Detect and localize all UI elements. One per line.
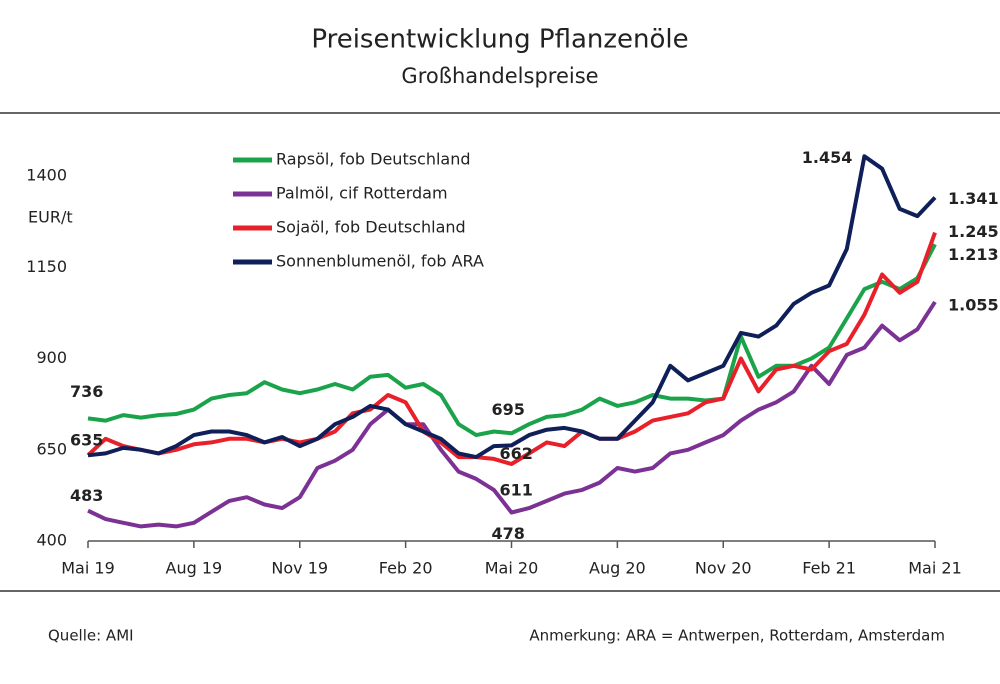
x-tick-label: Aug 19 [166, 559, 223, 578]
x-tick-label: Feb 21 [802, 559, 856, 578]
chart-subtitle: Großhandelspreise [401, 64, 598, 88]
legend-label: Sojaöl, fob Deutschland [276, 218, 466, 237]
note: Anmerkung: ARA = Antwerpen, Rotterdam, A… [529, 627, 945, 645]
data-label: 483 [70, 486, 103, 505]
data-label: 1.341 [948, 189, 999, 208]
y-tick-label: 650 [36, 439, 67, 458]
series-line [87, 154, 937, 460]
data-label: 1.055 [948, 295, 999, 314]
data-label: 695 [492, 400, 525, 419]
data-label: 635 [70, 431, 103, 450]
legend-label: Palmöl, cif Rotterdam [276, 184, 448, 203]
data-label: 662 [500, 444, 533, 463]
y-tick-label: 900 [36, 348, 67, 367]
x-tick-label: Mai 21 [908, 559, 962, 578]
x-tick-label: Aug 20 [589, 559, 646, 578]
x-tick-label: Nov 19 [271, 559, 328, 578]
x-tick-label: Nov 20 [695, 559, 752, 578]
series-line [86, 231, 937, 466]
y-tick-label: 1150 [26, 257, 67, 276]
y-tick-label: 1400 [26, 166, 67, 185]
x-tick-label: Mai 19 [61, 559, 115, 578]
x-tick-label: Feb 20 [379, 559, 433, 578]
legend-label: Sonnenblumenöl, fob ARA [276, 252, 484, 271]
data-label: 1.245 [948, 222, 999, 241]
y-tick-label: 400 [36, 531, 67, 550]
x-tick-label: Mai 20 [485, 559, 539, 578]
y-axis-label: EUR/t [28, 208, 73, 227]
series-line [87, 300, 937, 529]
data-label: 478 [492, 524, 525, 543]
source: Quelle: AMI [48, 627, 134, 645]
data-label: 1.213 [948, 245, 999, 264]
data-label: 611 [500, 480, 533, 499]
legend-label: Rapsöl, fob Deutschland [276, 150, 471, 169]
chart-title: Preisentwicklung Pflanzenöle [311, 25, 688, 55]
data-label: 1.454 [802, 148, 853, 167]
data-label: 736 [70, 382, 103, 401]
